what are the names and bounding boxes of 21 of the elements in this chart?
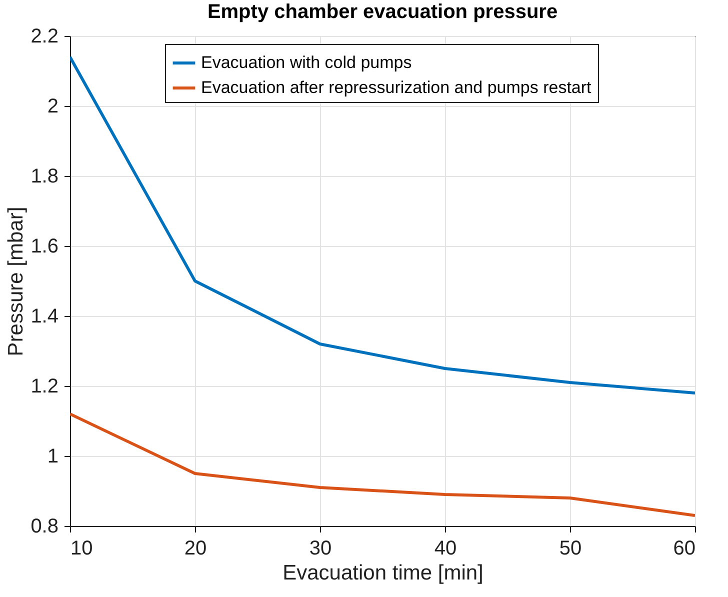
- y-axis-title: Pressure [mbar]: [4, 206, 28, 356]
- legend-label: Evacuation after repressurization and pumps restart: [201, 78, 592, 97]
- x-tick-label: 20: [184, 538, 207, 560]
- y-tick-label: 2: [47, 96, 58, 118]
- x-tick-label: 10: [70, 538, 93, 560]
- y-tick-label: 1: [47, 446, 58, 468]
- y-tick-label: 0.8: [30, 516, 58, 538]
- y-tick-label: 1.8: [30, 166, 58, 188]
- y-tick-label: 1.2: [30, 376, 58, 398]
- x-tick-label: 30: [309, 538, 332, 560]
- y-tick-label: 1.6: [30, 236, 58, 258]
- line-series: [70, 56, 695, 394]
- x-tick-label: 60: [673, 538, 696, 560]
- x-tick-label: 50: [559, 538, 582, 560]
- chart-title: Empty chamber evacuation pressure: [207, 1, 558, 23]
- legend-label: Evacuation with cold pumps: [201, 53, 412, 72]
- x-axis-title: Evacuation time [min]: [282, 562, 484, 584]
- line-series: [70, 412, 695, 517]
- y-tick-label: 1.4: [30, 306, 58, 328]
- y-tick-label: 2.2: [30, 26, 58, 48]
- x-tick-label: 40: [434, 538, 457, 560]
